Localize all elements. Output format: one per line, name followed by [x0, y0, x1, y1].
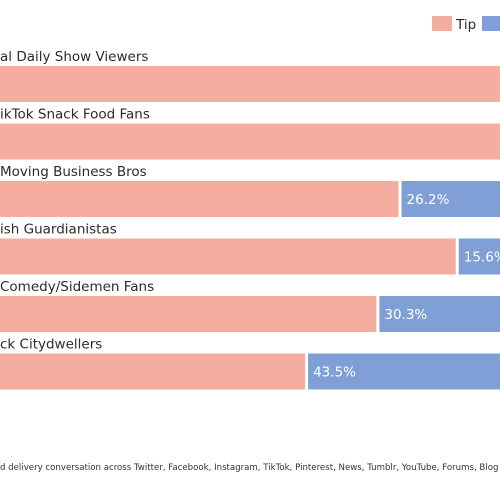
legend: Tip — [432, 16, 500, 33]
bar-other — [308, 353, 500, 390]
legend-swatch-tip — [432, 16, 452, 31]
data-label-other: 43.5% — [313, 365, 356, 381]
bar-tip — [0, 238, 456, 275]
category-label: Comedy/Sidemen Fans — [0, 279, 154, 295]
bar-row: ikTok Snack Food Fans — [0, 107, 500, 160]
category-label: ish Guardianistas — [0, 222, 117, 238]
bar-other — [401, 181, 500, 217]
legend-swatch-other — [482, 16, 500, 31]
bar-tip — [0, 353, 306, 390]
bar-tip — [0, 181, 399, 217]
category-label: ikTok Snack Food Fans — [0, 107, 150, 123]
data-label-other: 30.3% — [384, 307, 427, 323]
bar-tip — [0, 66, 500, 102]
bar-row: ck Citydwellers 43.5% — [0, 337, 500, 390]
bar-row: Comedy/Sidemen Fans 30.3% — [0, 279, 500, 332]
category-label: ck Citydwellers — [0, 337, 102, 353]
bar-row: al Daily Show Viewers — [0, 49, 500, 102]
bar-row: Moving Business Bros 26.2% — [0, 164, 500, 217]
data-label-other: 15.6% — [464, 250, 500, 266]
chart-rows: al Daily Show Viewers ikTok Snack Food Fa… — [0, 49, 500, 390]
legend-label-tip: Tip — [455, 17, 476, 33]
bar-tip — [0, 123, 500, 160]
category-label: al Daily Show Viewers — [0, 49, 148, 65]
category-label: Moving Business Bros — [0, 164, 147, 180]
bar-row: ish Guardianistas 15.6% — [0, 222, 500, 275]
bar-other — [458, 238, 500, 275]
footnote: d delivery conversation across Twitter, … — [0, 463, 500, 473]
bar-tip — [0, 296, 377, 332]
bar-other — [379, 296, 500, 332]
data-label-other: 26.2% — [407, 192, 450, 208]
